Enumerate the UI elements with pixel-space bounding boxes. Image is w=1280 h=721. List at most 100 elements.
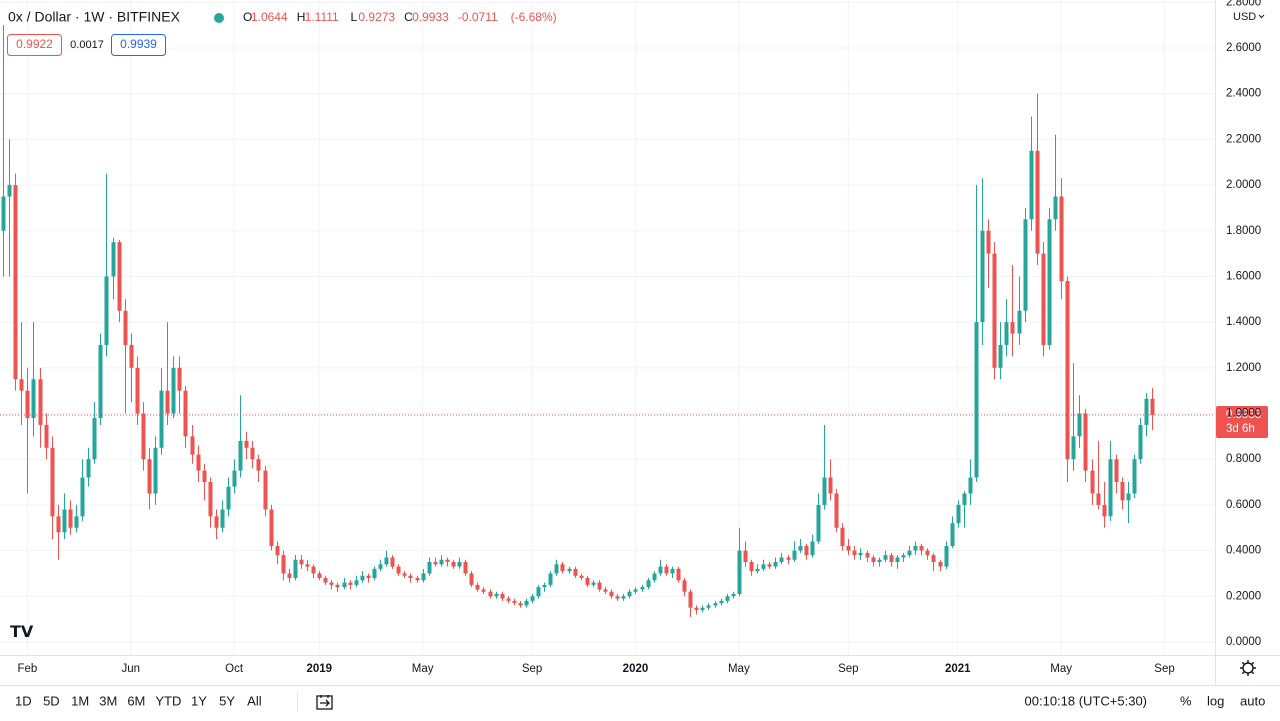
candle-body (591, 582, 596, 585)
candle-body (956, 504, 961, 524)
candle-body (950, 523, 955, 547)
candle-body (244, 440, 249, 448)
range-button[interactable]: All (247, 693, 262, 708)
candle-body (13, 185, 18, 380)
scale-option[interactable]: % (1180, 693, 1192, 708)
candle-body (980, 230, 985, 323)
candle-body (846, 546, 851, 551)
candle-body (1029, 150, 1034, 220)
candle-body (1053, 196, 1058, 220)
y-tick-label: 2.8000 (1226, 0, 1261, 8)
scale-option[interactable]: log (1207, 693, 1224, 708)
candle-body (1138, 424, 1143, 460)
candle-body (974, 322, 979, 478)
candle-body (111, 242, 116, 277)
candle-body (238, 440, 243, 471)
candle-body (86, 459, 91, 478)
candle-body (226, 486, 231, 510)
candle-body (962, 493, 967, 505)
range-button[interactable]: 1M (71, 693, 89, 708)
range-button[interactable]: 3M (99, 693, 117, 708)
candle-body (755, 568, 760, 572)
candle-body (275, 546, 280, 556)
candle-body (451, 562, 456, 567)
date-range-icon[interactable] (316, 695, 333, 710)
candle-body (68, 509, 73, 528)
candle-body (700, 607, 705, 610)
x-tick-label: 2021 (945, 663, 971, 675)
candle-body (396, 566, 401, 574)
candle-body (214, 516, 219, 528)
currency-button[interactable] (1227, 8, 1267, 26)
candle-body (719, 600, 724, 604)
candle-body (390, 557, 395, 567)
candle-body (852, 550, 857, 556)
candle-body (1004, 322, 1009, 345)
candle-body (1114, 459, 1119, 483)
x-tick-label: May (728, 663, 750, 675)
y-tick-label: 0.6000 (1226, 499, 1261, 511)
candle-body (80, 477, 85, 517)
range-button[interactable]: 6M (127, 693, 145, 708)
candle-body (1041, 253, 1046, 345)
candle-body (31, 379, 36, 419)
ohlc-readout: O1.0644 H 1.1111 L 0.9273 C 0.9933 -0.0711 (-6.6… (243, 10, 557, 24)
candle-body (889, 555, 894, 563)
candle-body (1, 196, 6, 231)
candle-body (749, 562, 754, 572)
range-button[interactable]: 5Y (219, 693, 235, 708)
range-button[interactable]: 1Y (191, 693, 207, 708)
candle-body (773, 562, 778, 567)
y-tick-label: 1.4000 (1226, 316, 1261, 328)
candle-body (925, 550, 930, 556)
candle-body (816, 504, 821, 542)
candle-body (281, 555, 286, 574)
candle-body (457, 562, 462, 567)
bid: 0.9922 (16, 37, 53, 51)
candle-body (171, 367, 176, 414)
candle-body (834, 493, 839, 528)
bid-box[interactable] (7, 34, 62, 56)
candle-body (652, 573, 657, 581)
candle-body (779, 557, 784, 563)
candle-body (305, 564, 310, 567)
y-tick-label: 0.8000 (1226, 453, 1261, 465)
y-tick-label: 1.6000 (1226, 270, 1261, 282)
candle-body (38, 379, 43, 425)
candle-body (1035, 150, 1040, 254)
x-tick-label: Sep (522, 663, 542, 675)
candle-body (1047, 219, 1052, 345)
candle-body (615, 596, 620, 599)
ask-box[interactable] (111, 34, 166, 56)
y-tick-label: 1.8000 (1226, 225, 1261, 237)
scale-option[interactable]: auto (1240, 693, 1265, 708)
candle-body (177, 367, 182, 391)
candle-body (135, 367, 140, 414)
candle-body (232, 470, 237, 487)
x-tick-label: May (1050, 663, 1072, 675)
candle-body (658, 566, 663, 574)
toolbar: 1D 5D 1M 3M 6M YTD 1Y 5Y All 00:10:18 (UTC+5:30)%… (15, 693, 1265, 708)
candle-body (786, 557, 791, 560)
candle-body (609, 591, 614, 597)
candle-body (968, 477, 973, 494)
range-button[interactable]: 5D (43, 693, 60, 708)
status-dot (214, 13, 224, 23)
candle-body (165, 390, 170, 414)
range-button[interactable]: 1D (15, 693, 32, 708)
candle-body (1150, 398, 1155, 416)
candle-body (1077, 413, 1082, 437)
readout-change: -0.0711 (458, 10, 498, 24)
candle-body (938, 562, 943, 567)
candle-body (761, 564, 766, 569)
candle-body (670, 568, 675, 574)
candle-body (725, 596, 730, 601)
candle-body (74, 516, 79, 528)
range-button[interactable]: YTD (155, 693, 181, 708)
candle-body (542, 584, 547, 588)
candle-body (129, 344, 134, 368)
candle-body (560, 564, 565, 572)
candle-body (427, 562, 432, 574)
candle-body (694, 607, 699, 610)
settings-icon[interactable] (1240, 660, 1256, 676)
